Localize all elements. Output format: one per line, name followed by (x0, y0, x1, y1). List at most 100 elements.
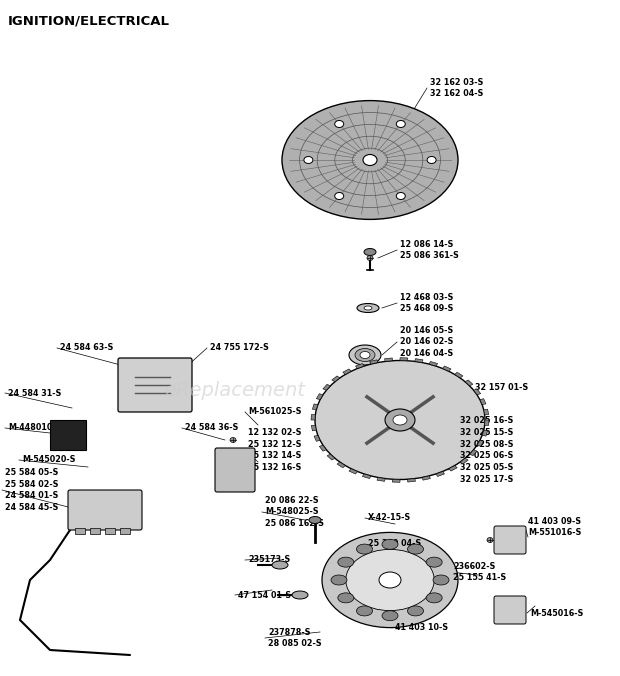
Polygon shape (319, 445, 326, 451)
Polygon shape (460, 458, 468, 464)
Text: 24 584 36-S: 24 584 36-S (185, 423, 238, 433)
Polygon shape (392, 479, 400, 482)
FancyBboxPatch shape (494, 526, 526, 554)
Text: 32 162 03-S
32 162 04-S: 32 162 03-S 32 162 04-S (430, 78, 484, 99)
Ellipse shape (355, 349, 375, 362)
Polygon shape (355, 364, 364, 368)
Ellipse shape (356, 606, 373, 616)
Polygon shape (332, 376, 340, 382)
Polygon shape (465, 380, 473, 386)
Polygon shape (311, 425, 316, 431)
Text: 24 584 31-S: 24 584 31-S (8, 389, 61, 397)
Text: 12 086 14-S
25 086 361-S: 12 086 14-S 25 086 361-S (400, 239, 459, 260)
Text: 235173-S: 235173-S (248, 556, 290, 564)
Text: 41 403 09-S
M-551016-S: 41 403 09-S M-551016-S (528, 516, 582, 537)
Polygon shape (384, 358, 392, 362)
Polygon shape (485, 420, 489, 425)
Polygon shape (469, 450, 477, 456)
Bar (105, 528, 115, 534)
Ellipse shape (396, 120, 405, 128)
Text: M-545020-S: M-545020-S (22, 456, 76, 464)
Text: 41 403 10-S: 41 403 10-S (395, 623, 448, 633)
Polygon shape (323, 384, 330, 390)
Bar (75, 528, 85, 534)
Polygon shape (311, 414, 316, 420)
Ellipse shape (357, 304, 379, 312)
Polygon shape (443, 366, 451, 371)
Ellipse shape (385, 409, 415, 431)
Ellipse shape (309, 516, 321, 523)
Bar (50, 420, 86, 450)
Text: 236602-S
25 155 41-S: 236602-S 25 155 41-S (453, 562, 507, 583)
Ellipse shape (487, 537, 493, 543)
Polygon shape (337, 462, 345, 468)
Text: 32 157 01-S: 32 157 01-S (475, 383, 528, 393)
Text: M-545016-S: M-545016-S (530, 608, 583, 617)
Ellipse shape (360, 352, 370, 358)
Polygon shape (484, 409, 489, 415)
Polygon shape (362, 474, 371, 479)
Ellipse shape (304, 157, 313, 164)
Text: 32 025 16-S
32 025 15-S
32 025 08-S
32 025 06-S
32 025 05-S
32 025 17-S: 32 025 16-S 32 025 15-S 32 025 08-S 32 0… (460, 416, 513, 484)
Ellipse shape (367, 256, 373, 260)
Ellipse shape (338, 593, 354, 603)
Polygon shape (327, 454, 335, 460)
Polygon shape (454, 372, 463, 378)
Polygon shape (377, 477, 385, 481)
Ellipse shape (426, 593, 442, 603)
Ellipse shape (230, 437, 236, 443)
Ellipse shape (272, 561, 288, 569)
Ellipse shape (426, 557, 442, 567)
Polygon shape (314, 435, 320, 441)
Polygon shape (422, 476, 430, 480)
Polygon shape (407, 479, 415, 482)
Polygon shape (343, 369, 352, 375)
Ellipse shape (433, 575, 449, 585)
Ellipse shape (407, 606, 423, 616)
Text: 47 154 01-S: 47 154 01-S (238, 591, 291, 600)
FancyBboxPatch shape (68, 490, 142, 530)
Polygon shape (370, 360, 378, 364)
Text: M-448010-S: M-448010-S (8, 423, 61, 433)
Ellipse shape (292, 591, 308, 599)
Ellipse shape (393, 415, 407, 425)
Polygon shape (449, 466, 457, 471)
Text: 12 132 02-S
25 132 12-S
25 132 14-S
25 132 16-S: 12 132 02-S 25 132 12-S 25 132 14-S 25 1… (248, 428, 301, 473)
Polygon shape (482, 431, 488, 436)
Ellipse shape (315, 360, 485, 479)
Text: X-42-15-S: X-42-15-S (368, 514, 411, 523)
Ellipse shape (335, 120, 343, 128)
Polygon shape (429, 362, 438, 366)
Text: eReplacement: eReplacement (164, 381, 306, 400)
Polygon shape (477, 440, 484, 446)
Ellipse shape (282, 101, 458, 220)
Text: 237878-S
28 085 02-S: 237878-S 28 085 02-S (268, 627, 322, 648)
Text: 24 755 172-S: 24 755 172-S (210, 343, 269, 352)
Ellipse shape (427, 157, 436, 164)
Ellipse shape (356, 544, 373, 554)
Bar (120, 528, 130, 534)
Ellipse shape (364, 249, 376, 256)
FancyBboxPatch shape (215, 448, 255, 492)
Ellipse shape (407, 544, 423, 554)
Ellipse shape (346, 550, 434, 610)
FancyBboxPatch shape (118, 358, 192, 412)
Ellipse shape (382, 610, 398, 621)
Text: M-561025-S: M-561025-S (248, 408, 301, 416)
Polygon shape (349, 468, 358, 474)
Text: IGNITION/ELECTRICAL: IGNITION/ELECTRICAL (8, 14, 170, 27)
Ellipse shape (338, 557, 354, 567)
Text: 25 584 05-S
25 584 02-S
24 584 01-S
24 584 45-S: 25 584 05-S 25 584 02-S 24 584 01-S 24 5… (5, 468, 58, 512)
Polygon shape (316, 393, 323, 400)
FancyBboxPatch shape (494, 596, 526, 624)
Ellipse shape (349, 345, 381, 365)
Text: 12 468 03-S
25 468 09-S: 12 468 03-S 25 468 09-S (400, 293, 453, 314)
Ellipse shape (396, 193, 405, 199)
Ellipse shape (335, 193, 343, 199)
Text: 20 146 05-S
20 146 02-S
20 146 04-S: 20 146 05-S 20 146 02-S 20 146 04-S (400, 326, 453, 358)
Ellipse shape (322, 533, 458, 627)
Text: 20 086 22-S
M-548025-S
25 086 162-S: 20 086 22-S M-548025-S 25 086 162-S (265, 496, 324, 529)
Text: 24 584 63-S: 24 584 63-S (60, 343, 113, 352)
Ellipse shape (379, 572, 401, 588)
Ellipse shape (382, 539, 398, 550)
